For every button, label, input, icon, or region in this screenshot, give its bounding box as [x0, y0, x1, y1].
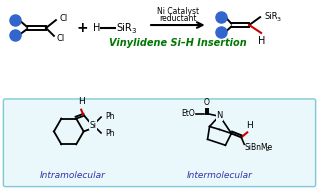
Text: H: H — [258, 36, 266, 46]
Text: Ph: Ph — [105, 129, 115, 138]
Text: SiR: SiR — [116, 23, 132, 33]
Text: Cl: Cl — [60, 14, 68, 23]
Text: Cl: Cl — [57, 34, 65, 43]
Text: Intramolecular: Intramolecular — [40, 171, 106, 180]
Text: Ph: Ph — [105, 112, 115, 121]
Text: +: + — [77, 21, 88, 35]
Text: Ni Catalyst: Ni Catalyst — [157, 7, 199, 16]
Text: EtO: EtO — [181, 109, 195, 118]
Text: H: H — [93, 23, 100, 33]
Text: O: O — [204, 98, 210, 107]
Text: SiR: SiR — [264, 12, 278, 21]
Text: reductant: reductant — [159, 14, 197, 23]
Text: Si: Si — [90, 121, 97, 129]
Text: 3: 3 — [131, 28, 136, 34]
FancyBboxPatch shape — [4, 99, 315, 187]
Text: Intermolecular: Intermolecular — [187, 171, 252, 180]
Text: Vinylidene Si–H Insertion: Vinylidene Si–H Insertion — [109, 38, 247, 48]
Text: N: N — [216, 111, 223, 120]
Text: H: H — [78, 97, 85, 106]
Text: 3: 3 — [277, 17, 281, 22]
Text: 2: 2 — [266, 147, 270, 152]
Text: SiBnMe: SiBnMe — [244, 143, 272, 152]
Text: H: H — [246, 122, 253, 130]
